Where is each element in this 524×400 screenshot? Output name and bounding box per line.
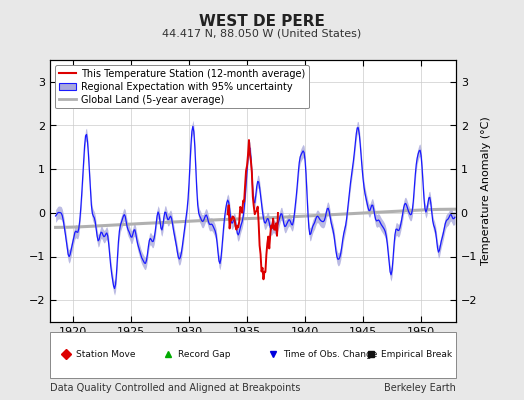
- Text: WEST DE PERE: WEST DE PERE: [199, 14, 325, 29]
- Legend: This Temperature Station (12-month average), Regional Expectation with 95% uncer: This Temperature Station (12-month avera…: [54, 65, 309, 108]
- Text: Station Move: Station Move: [76, 350, 136, 358]
- Text: 44.417 N, 88.050 W (United States): 44.417 N, 88.050 W (United States): [162, 28, 362, 38]
- Text: Data Quality Controlled and Aligned at Breakpoints: Data Quality Controlled and Aligned at B…: [50, 383, 300, 393]
- Text: Record Gap: Record Gap: [178, 350, 230, 358]
- FancyBboxPatch shape: [50, 332, 456, 378]
- Text: Berkeley Earth: Berkeley Earth: [384, 383, 456, 393]
- Y-axis label: Temperature Anomaly (°C): Temperature Anomaly (°C): [482, 117, 492, 265]
- Text: Empirical Break: Empirical Break: [381, 350, 452, 358]
- Text: Time of Obs. Change: Time of Obs. Change: [283, 350, 378, 358]
